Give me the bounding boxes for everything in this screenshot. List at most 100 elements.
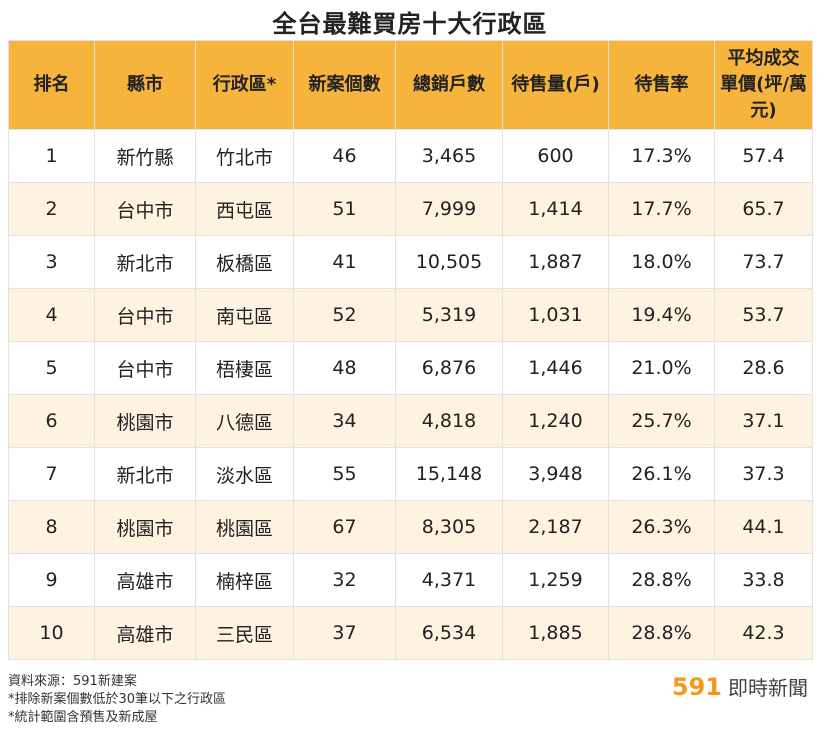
table-row: 3 新北市 板橋區 41 10,505 1,887 18.0% 73.7 [8, 235, 813, 289]
unsold-rate-cell: 21.0% [608, 341, 715, 395]
brand-text: 即時新聞 [728, 676, 808, 700]
table-row: 10 高雄市 三民區 37 6,534 1,885 28.8% 42.3 [8, 606, 813, 660]
unsold-rate-cell: 19.4% [608, 288, 715, 342]
district-cell: 楠梓區 [195, 553, 294, 607]
new-projects-cell: 52 [293, 288, 396, 342]
brand-number: 591 [671, 673, 722, 701]
district-cell: 三民區 [195, 606, 294, 660]
table-row: 2 台中市 西屯區 51 7,999 1,414 17.7% 65.7 [8, 182, 813, 236]
county-cell: 台中市 [94, 288, 196, 342]
avg-price-cell: 33.8 [714, 553, 813, 607]
county-cell: 新竹縣 [94, 129, 196, 183]
unsold-rate-cell: 17.3% [608, 129, 715, 183]
total-units-cell: 7,999 [395, 182, 503, 236]
avg-price-cell: 37.3 [714, 447, 813, 501]
unsold-rate-cell: 28.8% [608, 606, 715, 660]
unsold-units-cell: 2,187 [502, 500, 609, 554]
note-exclusion: *排除新案個數低於30筆以下之行政區 [8, 692, 227, 707]
rank-cell: 4 [8, 288, 95, 342]
unsold-units-cell: 1,885 [502, 606, 609, 660]
rank-cell: 7 [8, 447, 95, 501]
avg-price-cell: 65.7 [714, 182, 813, 236]
data-table: 排名 縣市 行政區* 新案個數 總銷戶數 待售量(戶) 待售率 平均成交單價(坪… [8, 40, 813, 660]
county-cell: 桃園市 [94, 394, 196, 448]
new-projects-cell: 34 [293, 394, 396, 448]
unsold-units-cell: 1,446 [502, 341, 609, 395]
avg-price-cell: 42.3 [714, 606, 813, 660]
table-row: 9 高雄市 楠梓區 32 4,371 1,259 28.8% 33.8 [8, 553, 813, 607]
county-cell: 新北市 [94, 235, 196, 289]
note-scope: *統計範圍含預售及新成屋 [8, 710, 158, 725]
new-projects-cell: 51 [293, 182, 396, 236]
header-total-units: 總銷戶數 [395, 40, 503, 130]
header-county: 縣市 [94, 40, 196, 130]
avg-price-cell: 53.7 [714, 288, 813, 342]
rank-cell: 3 [8, 235, 95, 289]
avg-price-cell: 73.7 [714, 235, 813, 289]
total-units-cell: 10,505 [395, 235, 503, 289]
total-units-cell: 5,319 [395, 288, 503, 342]
total-units-cell: 3,465 [395, 129, 503, 183]
avg-price-cell: 28.6 [714, 341, 813, 395]
avg-price-cell: 37.1 [714, 394, 813, 448]
county-cell: 桃園市 [94, 500, 196, 554]
table-row: 8 桃園市 桃園區 67 8,305 2,187 26.3% 44.1 [8, 500, 813, 554]
header-new-projects: 新案個數 [293, 40, 396, 130]
brand-logo: 591 即時新聞 [672, 672, 808, 701]
table-row: 5 台中市 梧棲區 48 6,876 1,446 21.0% 28.6 [8, 341, 813, 395]
county-cell: 新北市 [94, 447, 196, 501]
county-cell: 台中市 [94, 341, 196, 395]
header-rank: 排名 [8, 40, 95, 130]
new-projects-cell: 48 [293, 341, 396, 395]
rank-cell: 5 [8, 341, 95, 395]
county-cell: 台中市 [94, 182, 196, 236]
district-cell: 竹北市 [195, 129, 294, 183]
rank-cell: 1 [8, 129, 95, 183]
header-district: 行政區* [195, 40, 294, 130]
district-cell: 八德區 [195, 394, 294, 448]
avg-price-cell: 57.4 [714, 129, 813, 183]
district-cell: 南屯區 [195, 288, 294, 342]
unsold-units-cell: 1,259 [502, 553, 609, 607]
total-units-cell: 6,876 [395, 341, 503, 395]
unsold-units-cell: 3,948 [502, 447, 609, 501]
header-avg-price: 平均成交單價(坪/萬元) [714, 40, 813, 130]
page-title: 全台最難買房十大行政區 [272, 10, 548, 38]
table-row: 7 新北市 淡水區 55 15,148 3,948 26.1% 37.3 [8, 447, 813, 501]
table-row: 4 台中市 南屯區 52 5,319 1,031 19.4% 53.7 [8, 288, 813, 342]
unsold-rate-cell: 25.7% [608, 394, 715, 448]
unsold-units-cell: 600 [502, 129, 609, 183]
rank-cell: 2 [8, 182, 95, 236]
footnotes: 資料來源：591新建案 *排除新案個數低於30筆以下之行政區 *統計範圍含預售及… [8, 673, 226, 727]
header-unsold-rate: 待售率 [608, 40, 715, 130]
table-header-row: 排名 縣市 行政區* 新案個數 總銷戶數 待售量(戶) 待售率 平均成交單價(坪… [8, 40, 813, 130]
rank-cell: 9 [8, 553, 95, 607]
new-projects-cell: 55 [293, 447, 396, 501]
note-source: 資料來源：591新建案 [8, 674, 137, 689]
unsold-rate-cell: 26.3% [608, 500, 715, 554]
unsold-rate-cell: 26.1% [608, 447, 715, 501]
avg-price-cell: 44.1 [714, 500, 813, 554]
rank-cell: 10 [8, 606, 95, 660]
new-projects-cell: 46 [293, 129, 396, 183]
county-cell: 高雄市 [94, 553, 196, 607]
table-body: 1 新竹縣 竹北市 46 3,465 600 17.3% 57.4 2 台中市 西屯區 51 7,999… [8, 129, 813, 660]
total-units-cell: 4,818 [395, 394, 503, 448]
table-row: 1 新竹縣 竹北市 46 3,465 600 17.3% 57.4 [8, 129, 813, 183]
total-units-cell: 15,148 [395, 447, 503, 501]
district-cell: 板橋區 [195, 235, 294, 289]
unsold-units-cell: 1,240 [502, 394, 609, 448]
district-cell: 淡水區 [195, 447, 294, 501]
district-cell: 梧棲區 [195, 341, 294, 395]
total-units-cell: 4,371 [395, 553, 503, 607]
new-projects-cell: 32 [293, 553, 396, 607]
rank-cell: 8 [8, 500, 95, 554]
unsold-units-cell: 1,887 [502, 235, 609, 289]
county-cell: 高雄市 [94, 606, 196, 660]
rank-cell: 6 [8, 394, 95, 448]
unsold-units-cell: 1,031 [502, 288, 609, 342]
new-projects-cell: 67 [293, 500, 396, 554]
unsold-rate-cell: 17.7% [608, 182, 715, 236]
unsold-rate-cell: 18.0% [608, 235, 715, 289]
district-cell: 桃園區 [195, 500, 294, 554]
